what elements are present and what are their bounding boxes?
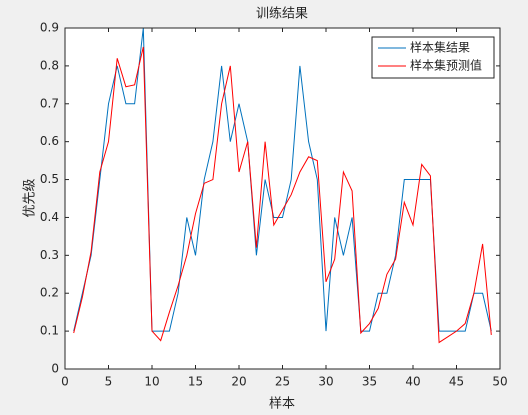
y-tick-label: 0.2 xyxy=(40,286,59,300)
x-tick-label: 10 xyxy=(144,375,159,389)
x-tick-label: 30 xyxy=(318,375,333,389)
x-tick-label: 5 xyxy=(105,375,113,389)
series-line xyxy=(73,46,492,344)
y-tick-label: 0.6 xyxy=(40,134,59,148)
legend-label: 样本集预测值 xyxy=(410,58,482,73)
y-axis-label: 优先级 xyxy=(23,178,38,217)
legend-label: 样本集结果 xyxy=(410,40,470,55)
plot-area xyxy=(65,28,500,369)
x-tick-label: 25 xyxy=(275,375,290,389)
y-tick-label: 0.5 xyxy=(40,172,59,186)
chart-title: 训练结果 xyxy=(256,7,308,22)
y-tick-label: 0.8 xyxy=(40,58,59,72)
y-tick-label: 0.4 xyxy=(40,210,59,224)
legend-box xyxy=(371,36,495,79)
y-tick-label: 0 xyxy=(51,362,59,376)
y-tick-label: 0.1 xyxy=(40,324,59,338)
x-tick-label: 50 xyxy=(492,375,507,389)
x-tick-label: 20 xyxy=(231,375,246,389)
y-tick-label: 0.7 xyxy=(40,96,59,110)
y-tick-label: 0.3 xyxy=(40,248,59,262)
x-tick-label: 40 xyxy=(405,375,420,389)
axes-box xyxy=(64,27,501,370)
x-tick-label: 15 xyxy=(188,375,203,389)
x-tick-label: 45 xyxy=(449,375,464,389)
x-tick-label: 0 xyxy=(61,375,69,389)
y-tick-label: 0.9 xyxy=(40,21,59,35)
x-tick-label: 35 xyxy=(362,375,377,389)
x-axis-label: 样本 xyxy=(269,397,295,412)
